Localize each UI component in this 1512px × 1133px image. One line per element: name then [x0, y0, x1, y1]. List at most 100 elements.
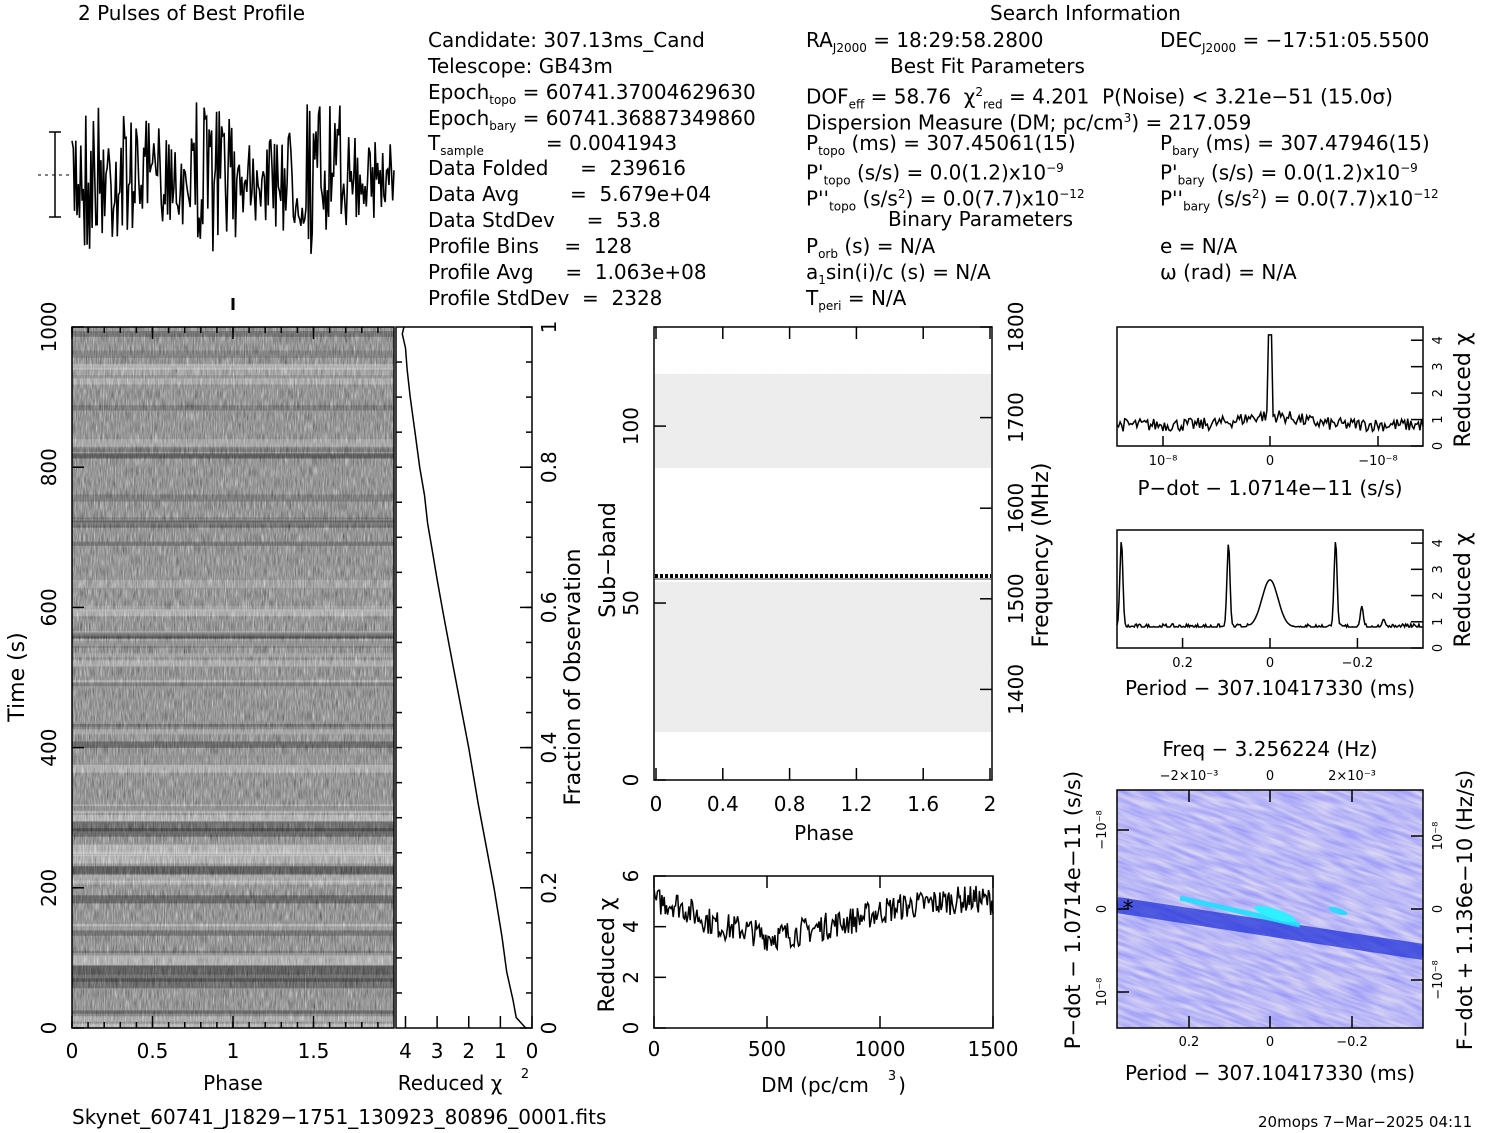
- dm-label: Dispersion Measure (DM; pc/cm: [806, 110, 1124, 135]
- time-row: [72, 756, 394, 766]
- p-bary-line: Pbary (ms) = 307.47946(15): [1160, 131, 1430, 158]
- x2-axis-label: Freq − 3.256224 (Hz): [1162, 737, 1377, 761]
- time-row: [72, 873, 394, 883]
- y2-tick-label: 0: [1431, 905, 1446, 913]
- dec-line: DECJ2000 = −17:51:05.5500: [1160, 28, 1430, 55]
- time-row: [72, 953, 394, 959]
- pdd-bary-value: ) = 0.0(7.7)x10: [1259, 186, 1414, 211]
- y-tick-label: 1000: [37, 302, 61, 353]
- y-tick-label: 3: [1431, 565, 1446, 573]
- x2-tick-label: 0: [1266, 769, 1274, 784]
- epoch-topo-line: Epochtopo = 60741.37004629630: [428, 80, 756, 107]
- time-row: [72, 866, 394, 875]
- time-row: [72, 639, 394, 647]
- time-row: [72, 926, 394, 936]
- dof-line: DOFeff = 58.76 χ2red = 4.201 P(Noise) < …: [806, 84, 1393, 112]
- y2-tick-label: 1500: [1004, 573, 1028, 624]
- pd-topo-line: P'topo (s/s) = 0.0(1.2)x10−9: [806, 160, 1064, 188]
- telescope-line: Telescope: GB43m: [428, 54, 613, 78]
- y-tick-label: 4: [1431, 336, 1446, 344]
- profile-line: [71, 102, 395, 254]
- pd-bary-value: (s/s) = 0.0(1.2)x10: [1210, 160, 1401, 185]
- epoch-bary-value: = 60741.36887349860: [522, 106, 756, 130]
- dm-chi2-plot: 0 500 1000 1500 0 2 4 6 DM (pc/cm 3) Reduced χ: [595, 870, 1018, 1097]
- a1sini-line: a1sin(i)/c (s) = N/A: [806, 260, 991, 287]
- y2-tick-label: −10⁻⁸: [1431, 960, 1446, 1000]
- pdd-bary-line: P''bary (s/s2) = 0.0(7.7)x10−12: [1160, 186, 1439, 214]
- time-row: [72, 517, 394, 523]
- dm-value: ) = 217.059: [1131, 110, 1252, 135]
- y-axis-label: Reduced χ: [595, 897, 620, 1012]
- porb-line: Porb (s) = N/A: [806, 234, 936, 261]
- y2-tick-label: 1400: [1004, 664, 1028, 715]
- time-chi2-line: [401, 326, 527, 1029]
- y-tick-label: 0.4: [537, 732, 561, 764]
- y-axis-label: P−dot − 1.0714e−11 (s/s): [1061, 771, 1085, 1049]
- y-tick-label: 0: [1431, 442, 1446, 450]
- pd-topo-exp: −9: [1046, 161, 1064, 175]
- y2-tick-label: 1700: [1004, 392, 1028, 443]
- ecc-line: e = N/A: [1160, 234, 1238, 258]
- profile-title: 2 Pulses of Best Profile: [78, 1, 305, 25]
- pd-bary-line: P'bary (s/s) = 0.0(1.2)x10−9: [1160, 160, 1418, 188]
- time-row: [72, 978, 394, 989]
- time-row: [72, 634, 394, 639]
- y2-tick-label: 10⁻⁸: [1431, 822, 1446, 851]
- p-topo-line: Ptopo (ms) = 307.45061(15): [806, 131, 1076, 158]
- time-row: [72, 579, 394, 588]
- data-folded-line: Data Folded = 239616: [428, 156, 686, 180]
- x-tick-label: 1.2: [840, 792, 872, 816]
- time-row: [72, 541, 394, 546]
- x-tick-label: 0: [1266, 656, 1274, 671]
- y2-tick-label: 1600: [1004, 483, 1028, 534]
- a1sini-value: sin(i)/c (s) = N/A: [825, 260, 991, 284]
- y-axis-label: Time (s): [5, 632, 30, 722]
- y-axis-label: Fraction of Observation: [561, 549, 586, 806]
- time-row: [72, 518, 394, 525]
- time-row: [72, 609, 394, 617]
- time-row: [72, 844, 394, 855]
- profile-bins-line: Profile Bins = 128: [428, 234, 632, 258]
- time-row: [72, 741, 394, 748]
- pdd-bary-unit: (s/s: [1216, 186, 1252, 211]
- x-tick-label: 0: [66, 1039, 79, 1063]
- y-tick-label: 1: [537, 321, 561, 334]
- time-row: [72, 723, 394, 730]
- x-axis-label: Phase: [203, 1071, 263, 1095]
- time-row: [72, 679, 394, 688]
- period-chi2-line: [1116, 542, 1423, 629]
- subband-phase-plot: 0 0.4 0.8 1.2 1.6 2 0 50 100 1400 1500 1600 1700 1800…: [596, 302, 1054, 845]
- x-axis-label: P−dot − 1.0714e−11 (s/s): [1137, 476, 1402, 500]
- x-tick-label: 1: [494, 1039, 507, 1063]
- y-tick-label: 3: [1431, 363, 1446, 371]
- dm-line: Dispersion Measure (DM; pc/cm3) = 217.05…: [806, 110, 1252, 135]
- x-axis-label: Reduced χ: [398, 1071, 503, 1095]
- profile-stddev-line: Profile StdDev = 2328: [428, 286, 663, 310]
- time-row: [72, 494, 394, 502]
- y-tick-label: 2: [1431, 389, 1446, 397]
- x-tick-label: 2: [462, 1039, 475, 1063]
- p-topo-value: (ms) = 307.45061(15): [851, 131, 1076, 155]
- y-tick-label: 0.8: [537, 451, 561, 483]
- x-tick-label: 1.5: [298, 1039, 330, 1063]
- candidate-line: Candidate: 307.13ms_Cand: [428, 28, 705, 52]
- y-tick-label: 800: [37, 448, 61, 486]
- y-tick-label: −10⁻⁸: [1095, 810, 1110, 850]
- x-tick-label: 0.5: [137, 1039, 169, 1063]
- x-tick-label: −10⁻⁸: [1358, 454, 1398, 469]
- data-avg-line: Data Avg = 5.679e+04: [428, 182, 712, 206]
- time-row: [72, 605, 394, 611]
- x-tick-label: 0: [1266, 454, 1274, 469]
- pdot-chi2-line: [1116, 334, 1424, 433]
- x-tick-label: 0.8: [774, 792, 806, 816]
- pdot-chi2-plot: 10⁻⁸ 0 −10⁻⁸ 0 1 2 3 4 P−dot − 1.0714e−11 (s/s) R…: [1116, 326, 1476, 500]
- y-tick-label: 0: [1431, 644, 1446, 652]
- y-tick-label: 2: [1431, 591, 1446, 599]
- y-tick-label: 600: [37, 588, 61, 626]
- time-row: [72, 895, 394, 904]
- time-row: [72, 378, 394, 385]
- pdd-topo-value: ) = 0.0(7.7)x10: [905, 186, 1060, 211]
- pd-bary-exp: −9: [1400, 161, 1418, 175]
- pd-topo-value: (s/s) = 0.0(1.2)x10: [856, 160, 1047, 185]
- time-row: [72, 453, 394, 459]
